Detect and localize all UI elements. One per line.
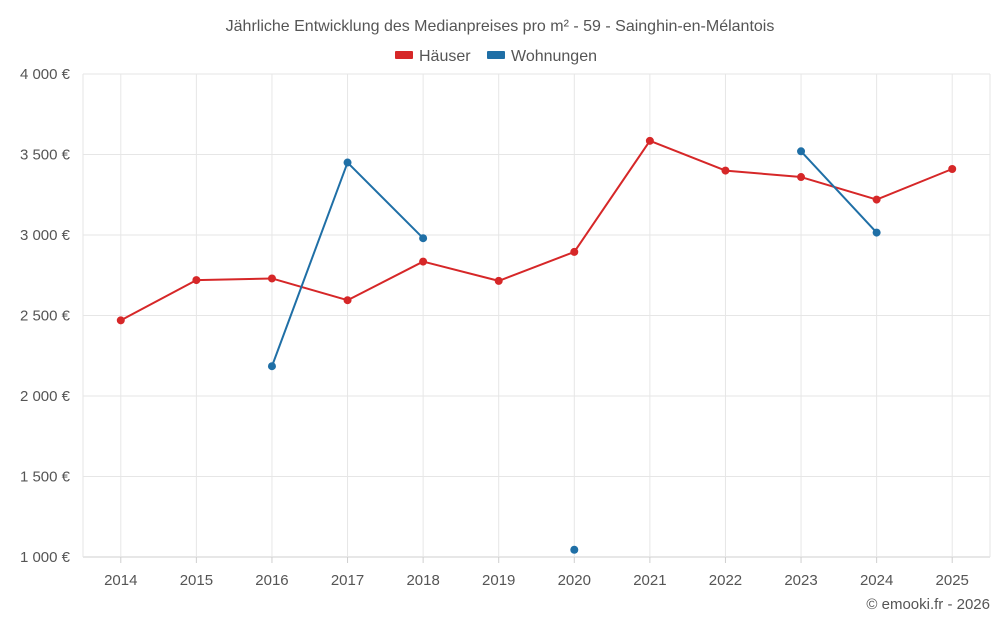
y-tick-label: 1 500 €	[20, 469, 71, 486]
legend-item-haeuser[interactable]: Häuser	[395, 48, 471, 65]
x-tick-label: 2018	[406, 572, 439, 589]
x-tick-label: 2024	[860, 572, 893, 589]
series-line	[800, 150, 878, 234]
data-point	[267, 362, 276, 371]
y-tick-label: 4 000 €	[20, 66, 71, 83]
data-point	[570, 545, 579, 554]
x-tick-label: 2023	[784, 572, 817, 589]
chart-title: Jährliche Entwicklung des Medianpreises …	[226, 18, 775, 35]
data-point	[343, 296, 352, 305]
data-point	[116, 316, 125, 325]
data-point	[645, 136, 654, 145]
legend-swatch	[395, 51, 413, 59]
y-tick-label: 3 000 €	[20, 227, 71, 244]
series-line	[119, 139, 954, 322]
x-axis: 2014 2015 2016 2017 2018 2019 2020 2021 2022 2023…	[104, 557, 969, 589]
series-layer	[116, 136, 957, 554]
data-point	[192, 276, 201, 285]
y-tick-label: 2 000 €	[20, 388, 71, 405]
grid	[82, 73, 991, 558]
data-point	[948, 164, 957, 173]
x-tick-label: 2022	[709, 572, 742, 589]
data-point	[721, 166, 730, 175]
x-tick-label: 2015	[180, 572, 213, 589]
data-point	[570, 247, 579, 256]
y-tick-label: 1 000 €	[20, 549, 71, 566]
x-tick-label: 2016	[255, 572, 288, 589]
data-point	[419, 257, 428, 266]
x-tick-label: 2021	[633, 572, 666, 589]
data-point	[343, 158, 352, 167]
data-point	[419, 234, 428, 243]
y-tick-label: 3 500 €	[20, 147, 71, 164]
legend-item-wohnungen[interactable]: Wohnungen	[487, 48, 597, 65]
y-axis: 1 000 € 1 500 € 2 000 € 2 500 € 3 000 € 3 500…	[20, 66, 71, 566]
data-point	[872, 228, 881, 237]
legend-label: Wohnungen	[511, 48, 597, 65]
x-tick-label: 2020	[558, 572, 591, 589]
series-haeuser	[116, 136, 957, 325]
data-point	[797, 147, 806, 156]
x-tick-label: 2014	[104, 572, 137, 589]
x-tick-label: 2017	[331, 572, 364, 589]
series-wohnungen	[267, 147, 881, 554]
legend-label: Häuser	[419, 48, 471, 65]
credit-text: © emooki.fr - 2026	[866, 596, 990, 613]
data-point	[797, 173, 806, 182]
data-point	[494, 276, 503, 285]
y-tick-label: 2 500 €	[20, 308, 71, 325]
legend[interactable]: Häuser Wohnungen	[395, 48, 597, 65]
data-point	[267, 274, 276, 283]
legend-swatch	[487, 51, 505, 59]
data-point	[872, 195, 881, 204]
x-tick-label: 2025	[936, 572, 969, 589]
x-tick-label: 2019	[482, 572, 515, 589]
